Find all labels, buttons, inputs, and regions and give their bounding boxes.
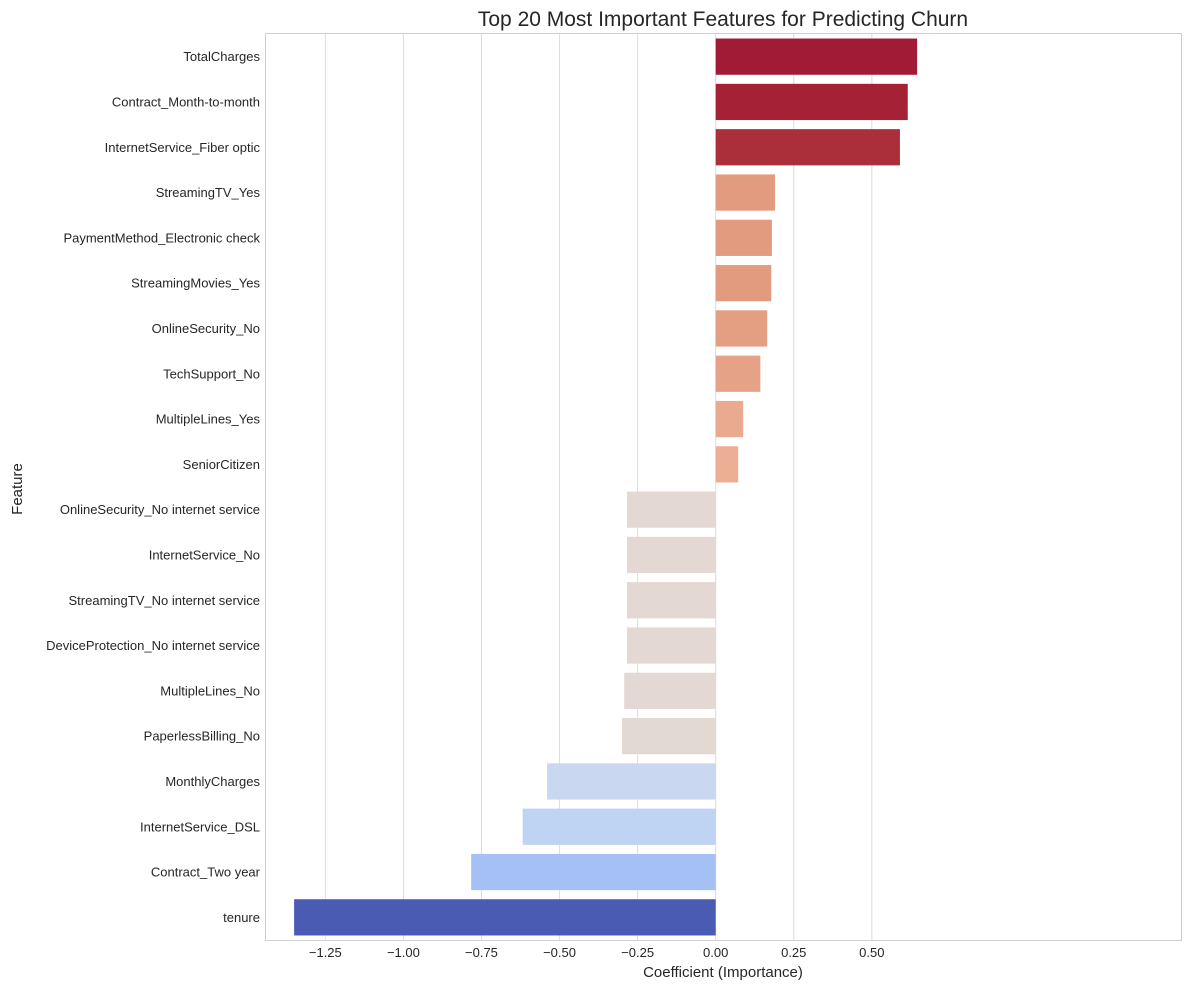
x-axis-title: Coefficient (Importance) [643,964,803,981]
y-axis-labels: TotalCharges Contract_Month-to-month Inter… [46,49,261,925]
x-tick-label: −1.25 [309,945,342,960]
y-tick-label: DeviceProtection_No internet service [46,638,260,653]
x-axis-ticks: −1.25 −1.00 −0.75 −0.50 −0.25 0.00 0.25 0.50 [309,945,885,960]
y-tick-label: Contract_Month-to-month [112,94,260,109]
bar [627,491,716,528]
bar [471,853,716,891]
y-tick-label: TotalCharges [183,49,260,64]
x-tick-label: −0.75 [465,945,498,960]
bar [715,219,772,256]
y-tick-label: InternetService_DSL [140,819,260,834]
bar [715,400,744,438]
bar [294,899,716,936]
bar [627,627,716,664]
bar [715,83,908,121]
y-tick-label: OnlineSecurity_No [152,321,260,336]
x-tick-label: 0.50 [859,945,884,960]
bar [547,763,716,800]
bar [715,446,739,483]
bar [715,310,768,347]
chart-title: Top 20 Most Important Features for Predi… [478,8,968,31]
bar [715,129,900,166]
y-tick-label: Contract_Two year [151,865,261,880]
bar [715,38,918,75]
bar [624,672,716,709]
bar [627,582,716,619]
y-tick-label: StreamingTV_No internet service [69,593,260,608]
plot-frame [265,33,1182,941]
y-tick-label: PaymentMethod_Electronic check [63,230,260,245]
y-tick-label: MonthlyCharges [165,774,260,789]
x-tick-label: 0.25 [781,945,806,960]
bar [627,536,716,574]
x-tick-label: −0.50 [543,945,576,960]
y-axis-title: Feature [9,463,26,515]
x-tick-label: −1.00 [387,945,420,960]
bar [715,265,772,302]
x-tick-label: 0.00 [703,945,728,960]
y-tick-label: InternetService_No [149,547,260,562]
bar [715,174,776,211]
y-tick-label: TechSupport_No [163,366,260,381]
y-tick-label: MultipleLines_Yes [156,412,261,427]
y-tick-label: OnlineSecurity_No internet service [60,502,260,517]
y-tick-label: StreamingTV_Yes [156,185,261,200]
x-tick-label: −0.25 [621,945,654,960]
y-tick-label: StreamingMovies_Yes [131,276,260,291]
y-tick-label: MultipleLines_No [160,683,260,698]
bar [522,808,716,845]
y-tick-label: tenure [223,910,260,925]
bars [294,38,918,936]
y-tick-label: SeniorCitizen [183,457,260,472]
bar [622,718,716,755]
y-tick-label: PaperlessBilling_No [144,729,260,744]
bar [715,355,761,392]
grid [324,34,873,940]
y-tick-label: InternetService_Fiber optic [105,140,261,155]
